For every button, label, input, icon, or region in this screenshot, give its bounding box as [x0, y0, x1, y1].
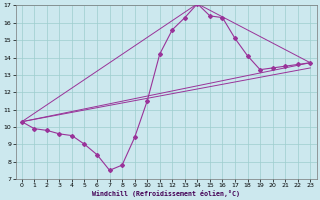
X-axis label: Windchill (Refroidissement éolien,°C): Windchill (Refroidissement éolien,°C) [92, 190, 240, 197]
